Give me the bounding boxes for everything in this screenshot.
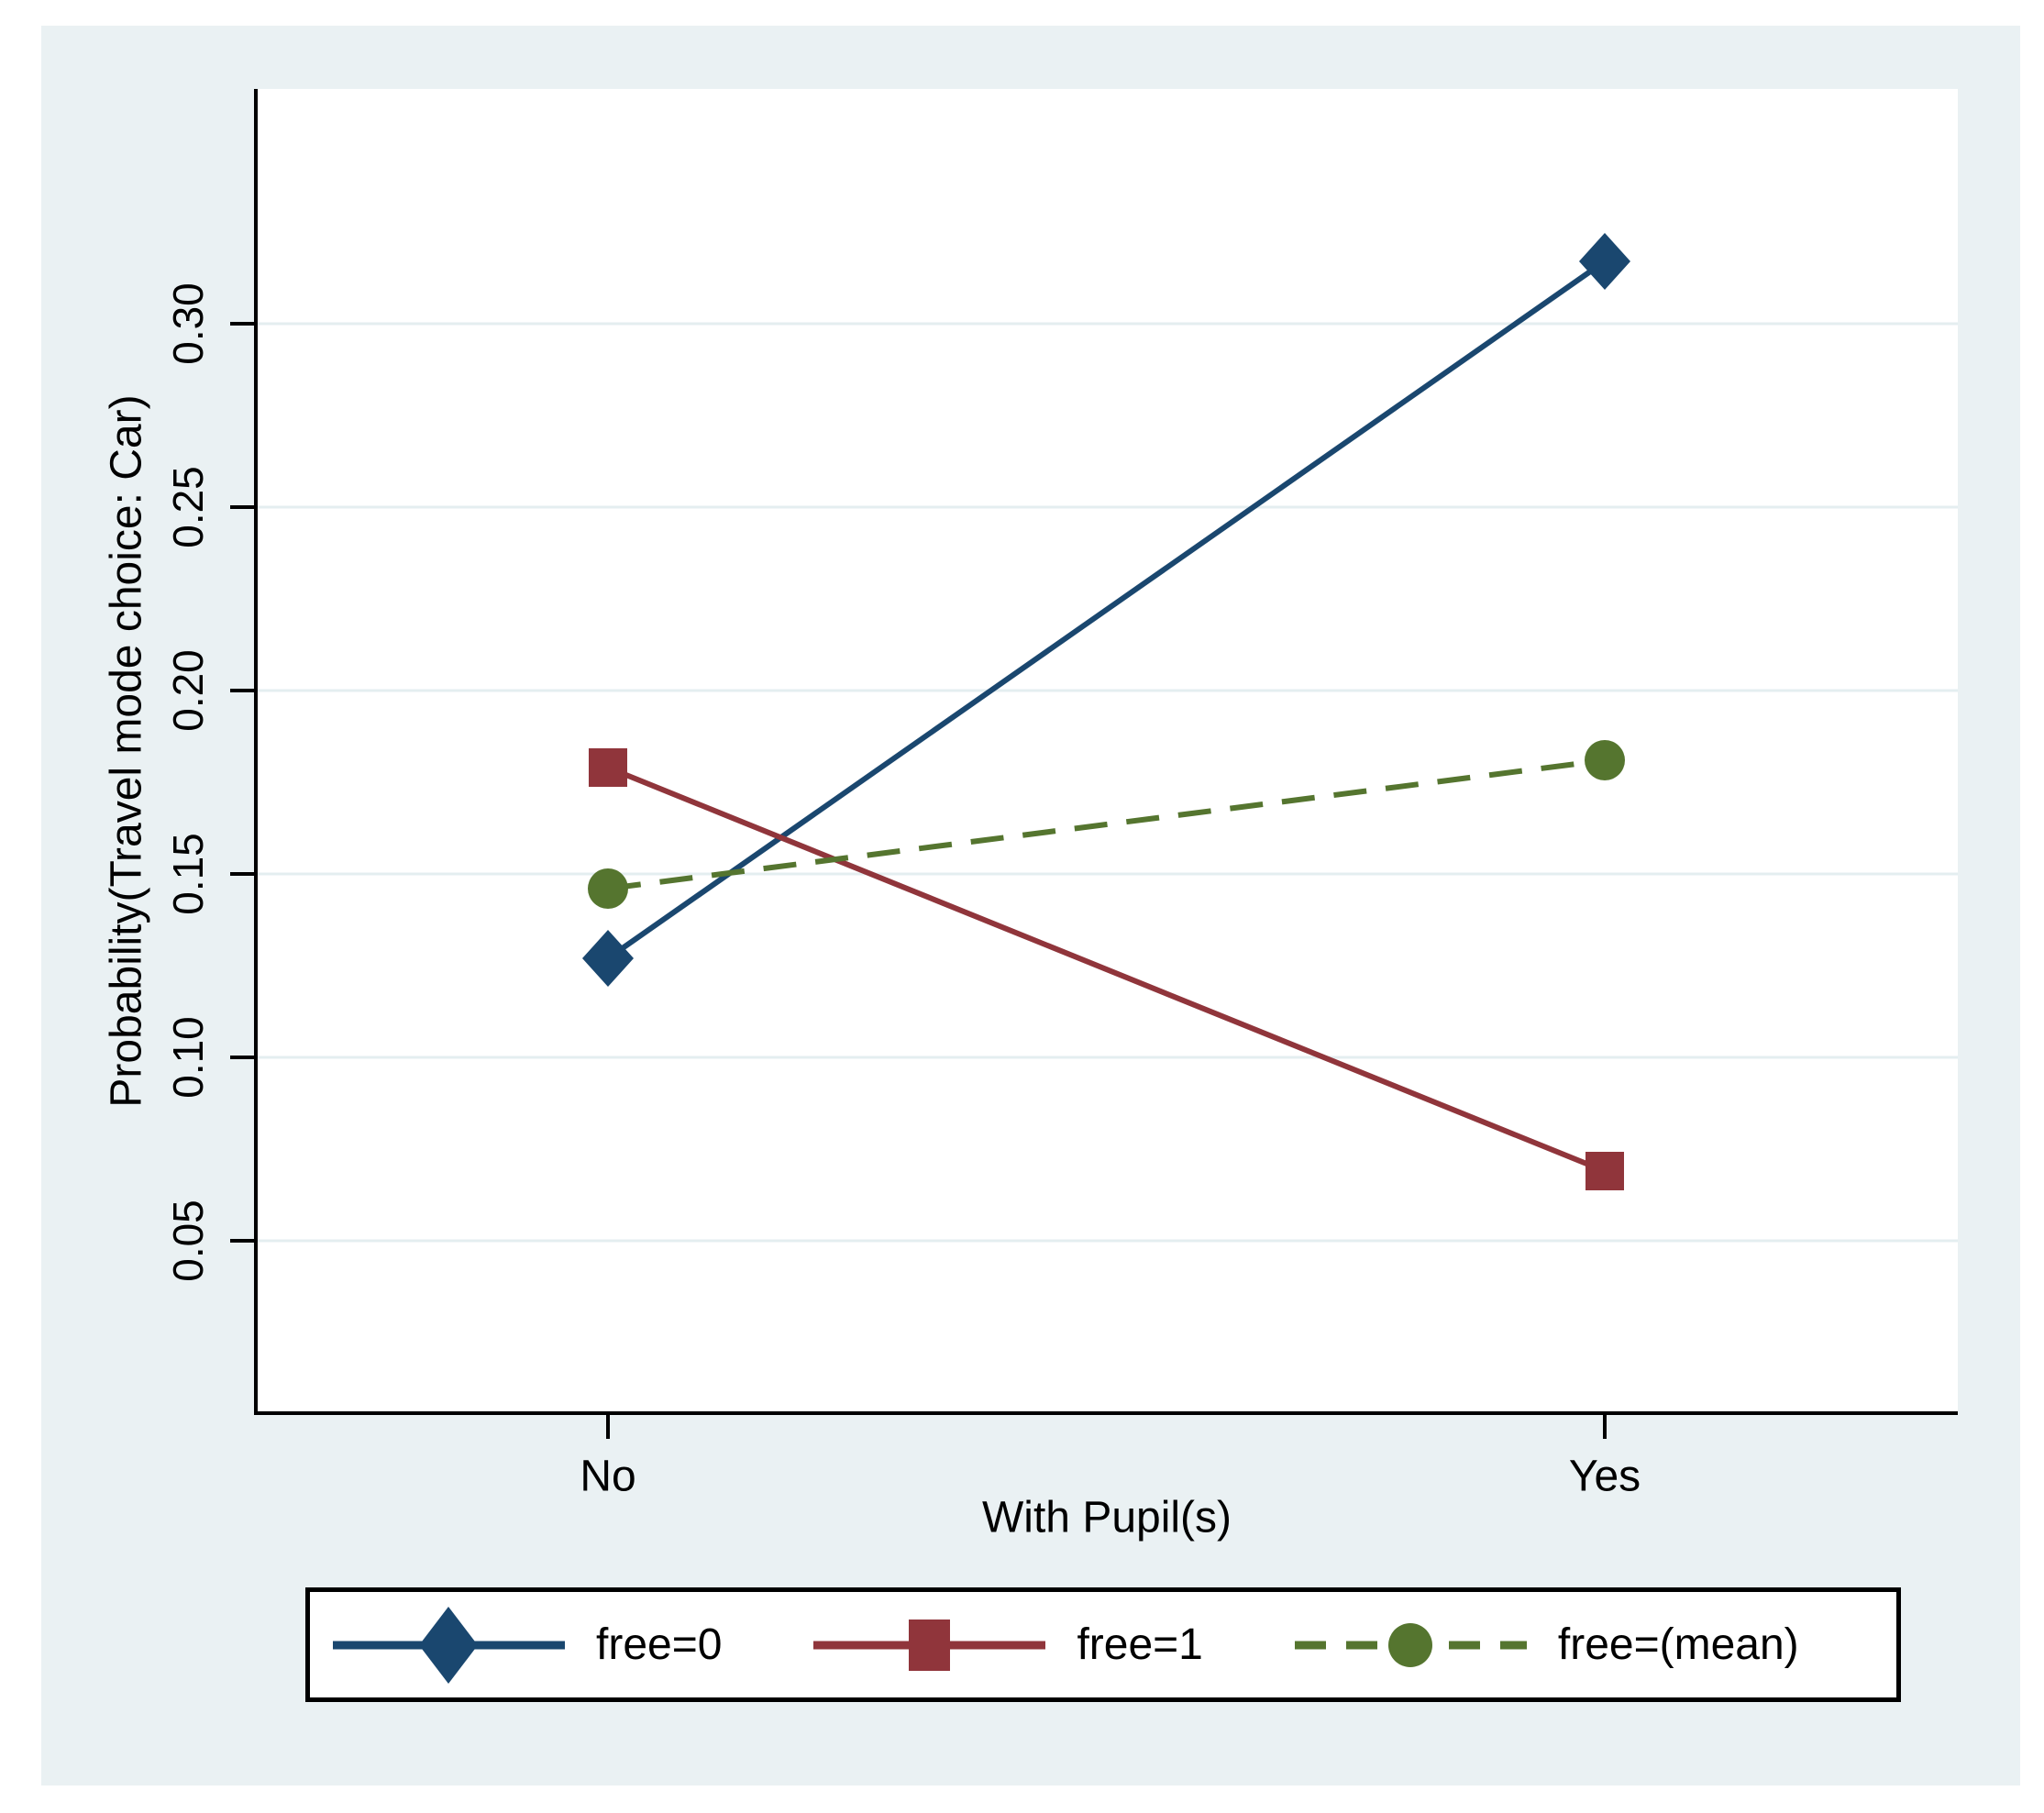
series-line-free=1 [606, 765, 1607, 1174]
legend: free=0 free=1 free=(mean) [305, 1587, 1901, 1702]
y-tick-label: 0.05 [164, 1199, 212, 1282]
legend-marker-diamond [419, 1606, 478, 1684]
legend-label: free=0 [596, 1620, 723, 1669]
y-tick-label: 0.10 [164, 1016, 212, 1099]
y-tick-label: 0.30 [164, 282, 212, 365]
series-line-free=0 [606, 259, 1607, 961]
marker-square [589, 748, 627, 787]
marker-diamond [1579, 233, 1630, 290]
y-tick-label: 0.25 [164, 466, 212, 548]
y-tick-label: 0.15 [164, 833, 212, 915]
x-tick-label: Yes [1569, 1453, 1641, 1501]
legend-swatch-circle-icon [1294, 1622, 1527, 1667]
marker-circle [1585, 740, 1625, 780]
legend-marker-square [909, 1619, 951, 1671]
y-tick-label: 0.20 [164, 649, 212, 732]
x-tick-label: No [580, 1453, 635, 1501]
series-line-free=(mean) [607, 757, 1606, 891]
legend-label: free=(mean) [1557, 1620, 1799, 1669]
legend-swatch-diamond-icon [333, 1606, 565, 1684]
y-axis-title: Probability(Travel mode choice: Car) [102, 394, 151, 1108]
marker-circle [588, 868, 628, 909]
legend-entry-free-mean: free=(mean) [1294, 1599, 1799, 1691]
legend-entry-free-0: free=0 [333, 1599, 722, 1691]
legend-marker-circle [1387, 1622, 1432, 1667]
marker-square [1585, 1152, 1624, 1190]
plot-region [256, 89, 1958, 1413]
legend-swatch-square-icon [813, 1619, 1046, 1671]
x-axis-title: With Pupil(s) [981, 1493, 1232, 1542]
marker-diamond [582, 930, 634, 987]
legend-label: free=1 [1077, 1620, 1203, 1669]
legend-entry-free-1: free=1 [813, 1599, 1203, 1691]
